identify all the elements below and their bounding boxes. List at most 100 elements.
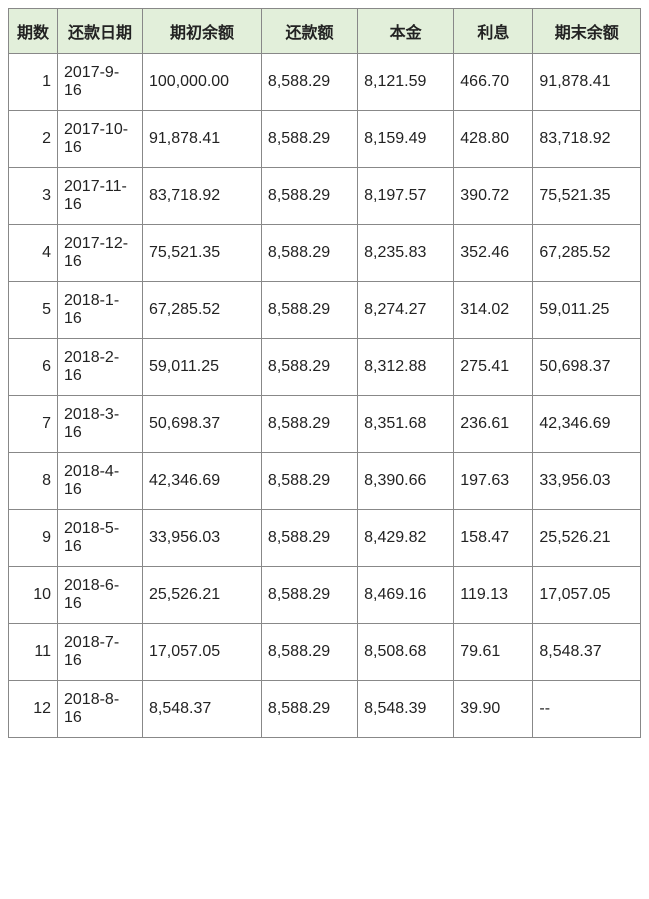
- cell-begin-bal: 59,011.25: [143, 339, 262, 396]
- cell-date: 2018-5-16: [58, 510, 143, 567]
- cell-end-bal: 8,548.37: [533, 624, 641, 681]
- cell-payment: 8,588.29: [261, 339, 357, 396]
- cell-interest: 39.90: [454, 681, 533, 738]
- cell-begin-bal: 100,000.00: [143, 54, 262, 111]
- table-row: 32017-11-1683,718.928,588.298,197.57390.…: [9, 168, 641, 225]
- cell-interest: 466.70: [454, 54, 533, 111]
- cell-interest: 236.61: [454, 396, 533, 453]
- cell-principal: 8,312.88: [358, 339, 454, 396]
- cell-interest: 352.46: [454, 225, 533, 282]
- cell-end-bal: 50,698.37: [533, 339, 641, 396]
- cell-date: 2017-10-16: [58, 111, 143, 168]
- table-row: 42017-12-1675,521.358,588.298,235.83352.…: [9, 225, 641, 282]
- table-row: 122018-8-168,548.378,588.298,548.3939.90…: [9, 681, 641, 738]
- cell-date: 2017-11-16: [58, 168, 143, 225]
- cell-period: 2: [9, 111, 58, 168]
- table-body: 12017-9-16100,000.008,588.298,121.59466.…: [9, 54, 641, 738]
- col-header-interest: 利息: [454, 9, 533, 54]
- cell-principal: 8,197.57: [358, 168, 454, 225]
- cell-payment: 8,588.29: [261, 111, 357, 168]
- cell-end-bal: 75,521.35: [533, 168, 641, 225]
- cell-end-bal: 91,878.41: [533, 54, 641, 111]
- cell-payment: 8,588.29: [261, 510, 357, 567]
- cell-date: 2018-6-16: [58, 567, 143, 624]
- col-header-date: 还款日期: [58, 9, 143, 54]
- table-row: 52018-1-1667,285.528,588.298,274.27314.0…: [9, 282, 641, 339]
- cell-period: 6: [9, 339, 58, 396]
- cell-period: 10: [9, 567, 58, 624]
- table-row: 92018-5-1633,956.038,588.298,429.82158.4…: [9, 510, 641, 567]
- col-header-principal: 本金: [358, 9, 454, 54]
- cell-begin-bal: 8,548.37: [143, 681, 262, 738]
- cell-principal: 8,351.68: [358, 396, 454, 453]
- cell-payment: 8,588.29: [261, 54, 357, 111]
- cell-end-bal: 25,526.21: [533, 510, 641, 567]
- cell-date: 2018-3-16: [58, 396, 143, 453]
- cell-begin-bal: 42,346.69: [143, 453, 262, 510]
- cell-date: 2018-1-16: [58, 282, 143, 339]
- cell-principal: 8,235.83: [358, 225, 454, 282]
- cell-payment: 8,588.29: [261, 396, 357, 453]
- cell-period: 7: [9, 396, 58, 453]
- cell-date: 2018-7-16: [58, 624, 143, 681]
- cell-principal: 8,508.68: [358, 624, 454, 681]
- table-row: 12017-9-16100,000.008,588.298,121.59466.…: [9, 54, 641, 111]
- cell-begin-bal: 50,698.37: [143, 396, 262, 453]
- cell-end-bal: 42,346.69: [533, 396, 641, 453]
- table-row: 102018-6-1625,526.218,588.298,469.16119.…: [9, 567, 641, 624]
- cell-end-bal: 67,285.52: [533, 225, 641, 282]
- cell-principal: 8,390.66: [358, 453, 454, 510]
- cell-end-bal: 17,057.05: [533, 567, 641, 624]
- cell-begin-bal: 25,526.21: [143, 567, 262, 624]
- col-header-end-bal: 期末余额: [533, 9, 641, 54]
- cell-payment: 8,588.29: [261, 681, 357, 738]
- cell-period: 4: [9, 225, 58, 282]
- cell-interest: 197.63: [454, 453, 533, 510]
- cell-date: 2018-8-16: [58, 681, 143, 738]
- cell-interest: 314.02: [454, 282, 533, 339]
- cell-begin-bal: 83,718.92: [143, 168, 262, 225]
- cell-end-bal: 33,956.03: [533, 453, 641, 510]
- cell-end-bal: 59,011.25: [533, 282, 641, 339]
- cell-principal: 8,548.39: [358, 681, 454, 738]
- cell-interest: 119.13: [454, 567, 533, 624]
- cell-interest: 390.72: [454, 168, 533, 225]
- cell-principal: 8,469.16: [358, 567, 454, 624]
- cell-date: 2018-2-16: [58, 339, 143, 396]
- cell-period: 11: [9, 624, 58, 681]
- cell-begin-bal: 75,521.35: [143, 225, 262, 282]
- table-row: 22017-10-1691,878.418,588.298,159.49428.…: [9, 111, 641, 168]
- table-row: 72018-3-1650,698.378,588.298,351.68236.6…: [9, 396, 641, 453]
- cell-payment: 8,588.29: [261, 168, 357, 225]
- cell-payment: 8,588.29: [261, 567, 357, 624]
- table-row: 62018-2-1659,011.258,588.298,312.88275.4…: [9, 339, 641, 396]
- cell-interest: 275.41: [454, 339, 533, 396]
- cell-end-bal: --: [533, 681, 641, 738]
- cell-begin-bal: 91,878.41: [143, 111, 262, 168]
- cell-begin-bal: 67,285.52: [143, 282, 262, 339]
- cell-begin-bal: 17,057.05: [143, 624, 262, 681]
- cell-date: 2018-4-16: [58, 453, 143, 510]
- cell-period: 5: [9, 282, 58, 339]
- cell-period: 8: [9, 453, 58, 510]
- cell-payment: 8,588.29: [261, 453, 357, 510]
- cell-principal: 8,159.49: [358, 111, 454, 168]
- cell-principal: 8,274.27: [358, 282, 454, 339]
- cell-payment: 8,588.29: [261, 624, 357, 681]
- amortization-table: 期数 还款日期 期初余额 还款额 本金 利息 期末余额 12017-9-1610…: [8, 8, 641, 738]
- col-header-period: 期数: [9, 9, 58, 54]
- table-header-row: 期数 还款日期 期初余额 还款额 本金 利息 期末余额: [9, 9, 641, 54]
- col-header-payment: 还款额: [261, 9, 357, 54]
- cell-period: 9: [9, 510, 58, 567]
- cell-interest: 428.80: [454, 111, 533, 168]
- col-header-begin-bal: 期初余额: [143, 9, 262, 54]
- cell-end-bal: 83,718.92: [533, 111, 641, 168]
- cell-period: 3: [9, 168, 58, 225]
- cell-principal: 8,429.82: [358, 510, 454, 567]
- table-row: 112018-7-1617,057.058,588.298,508.6879.6…: [9, 624, 641, 681]
- cell-date: 2017-9-16: [58, 54, 143, 111]
- cell-payment: 8,588.29: [261, 282, 357, 339]
- table-row: 82018-4-1642,346.698,588.298,390.66197.6…: [9, 453, 641, 510]
- cell-begin-bal: 33,956.03: [143, 510, 262, 567]
- cell-interest: 158.47: [454, 510, 533, 567]
